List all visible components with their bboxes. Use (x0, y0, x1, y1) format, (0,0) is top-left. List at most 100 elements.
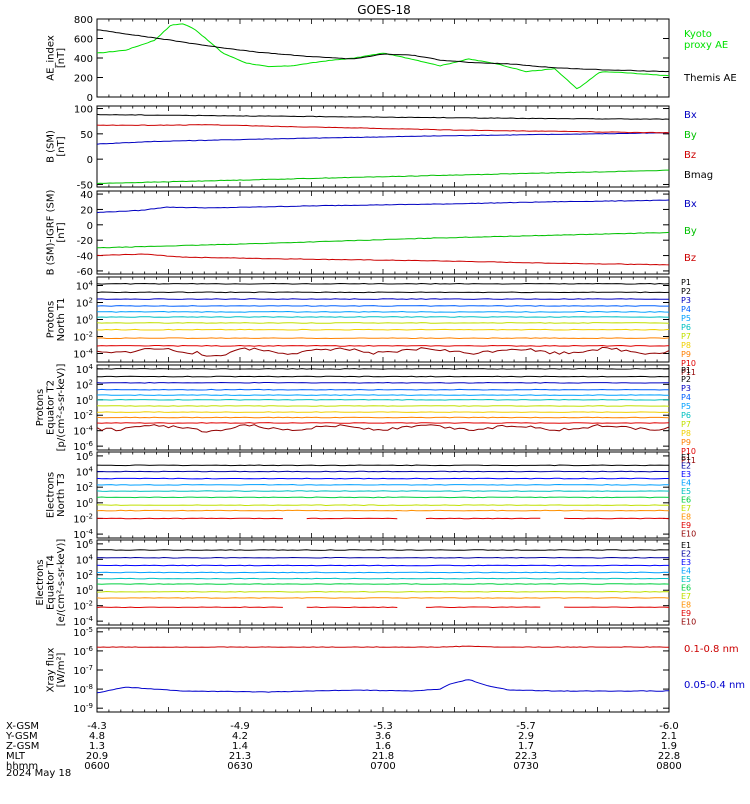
legend-label: E5 (681, 487, 691, 496)
y-axis-label: ElectronsNorth T3 (46, 472, 68, 518)
y-tick-label: 10-2 (73, 331, 93, 344)
x-axis-row-value: 0630 (227, 761, 252, 772)
series-line (564, 606, 670, 609)
series-line (96, 394, 670, 396)
legend-label: P7 (681, 332, 691, 341)
series-line (96, 577, 670, 580)
y-tick-label: 200 (74, 74, 93, 85)
x-axis-row-label: Z-GSM (6, 741, 39, 752)
legend-label: P11 (681, 368, 696, 377)
legend-label: E10 (681, 618, 696, 627)
y-axis-label: Xray flux[W/m²] (46, 648, 68, 693)
series-line (96, 597, 670, 599)
y-tick-label: 0 (87, 221, 93, 232)
series-line (96, 679, 670, 694)
y-tick-label: 100 (76, 497, 93, 510)
legend-label: E7 (681, 504, 691, 513)
legend-label: P10 (681, 447, 696, 456)
y-tick-label: 102 (76, 569, 93, 582)
y-tick-label: 10-7 (73, 664, 93, 677)
x-axis-row-value: 2.9 (518, 731, 534, 742)
x-axis-row-value: 0600 (84, 761, 109, 772)
y-tick-label: 106 (76, 450, 94, 463)
y-tick-label: 10-6 (73, 645, 93, 658)
legend-label: E8 (681, 513, 691, 522)
series-line (96, 113, 670, 120)
y-tick-label: -20 (77, 236, 93, 247)
x-axis-row-value: 1.7 (518, 741, 534, 752)
series-line (96, 253, 670, 266)
series-line (96, 344, 670, 347)
series-line (96, 388, 669, 391)
legend-label: Bz (684, 253, 696, 264)
series-line (96, 422, 670, 424)
y-tick-label: 10-2 (73, 600, 93, 613)
legend-label: P2 (681, 375, 691, 384)
y-axis-label: ElectronsEquator T4[e/(cm²-s-sr-keV)] (35, 539, 67, 627)
legend-label: E10 (681, 530, 696, 539)
y-tick-label: 10-6 (73, 440, 93, 453)
series-line (96, 316, 670, 318)
x-axis-row-value: 20.9 (86, 751, 108, 762)
x-axis-row-value: 1.6 (375, 741, 391, 752)
series-line (96, 416, 670, 419)
legend-label: P3 (681, 384, 691, 393)
legend-label: P6 (681, 323, 691, 332)
legend-label: Bz (684, 150, 696, 161)
series-line (96, 517, 283, 520)
legend-label: P5 (681, 314, 691, 323)
series-line (425, 517, 541, 520)
y-tick-label: 10-2 (73, 409, 93, 422)
y-tick-label: 10-5 (73, 626, 93, 639)
y-tick-label: 10-4 (73, 528, 93, 541)
series-line (96, 368, 670, 370)
series-line (96, 124, 670, 134)
x-axis-row-value: -6.0 (659, 721, 679, 732)
x-axis-row-label: X-GSM (6, 721, 39, 732)
legend-label: P4 (681, 393, 691, 402)
x-axis-row-value: 0700 (370, 761, 395, 772)
y-tick-label: 104 (76, 280, 94, 293)
series-line (96, 199, 670, 214)
panel-7: 106 104 102 100 10-2 10-4 ElectronsEquator T4[… (35, 538, 696, 628)
series-line (96, 590, 670, 593)
y-tick-label: 102 (76, 297, 93, 310)
series-line (96, 231, 670, 249)
legend-label: P4 (681, 305, 691, 314)
y-tick-label: -50 (77, 180, 93, 191)
x-axis-row-value: 0730 (513, 761, 538, 772)
series-line (96, 477, 669, 480)
series-line (96, 490, 670, 492)
series-line (96, 645, 670, 648)
legend-label: P5 (681, 402, 691, 411)
legend-label: By (684, 130, 697, 141)
y-tick-label: 104 (76, 363, 94, 376)
x-axis-row-value: -4.9 (230, 721, 250, 732)
panel-2: 100 50 0 -50 B (SM)[nT] Bx By Bz Bmag (46, 105, 714, 192)
legend-label: E8 (681, 601, 691, 610)
series-line (96, 398, 670, 401)
series-line (96, 291, 670, 294)
x-axis-row-value: 1.9 (661, 741, 677, 752)
legend-label: Bmag (684, 170, 713, 181)
legend-label: E1 (681, 541, 691, 550)
legend-label: E6 (681, 584, 691, 593)
y-axis-label: B (SM)[nT] (46, 130, 68, 163)
series-line (96, 282, 670, 285)
legend-label: P2 (681, 287, 691, 296)
legend-label: E1 (681, 453, 691, 462)
x-axis-row-value: -5.7 (516, 721, 536, 732)
legend-label: P1 (681, 278, 691, 287)
legend-label-kyoto: Kyoto (684, 29, 712, 40)
series-line (96, 606, 283, 609)
x-axis-row-value: -5.3 (373, 721, 393, 732)
legend-label: E9 (681, 609, 691, 618)
legend-label: E5 (681, 575, 691, 584)
plot-title: GOES-18 (357, 3, 411, 17)
panel-5: 104 102 100 10-2 10-4 10-6 ProtonsEquator T2[p… (35, 363, 696, 465)
y-tick-label: 100 (76, 584, 93, 597)
y-tick-label: 600 (74, 35, 93, 46)
